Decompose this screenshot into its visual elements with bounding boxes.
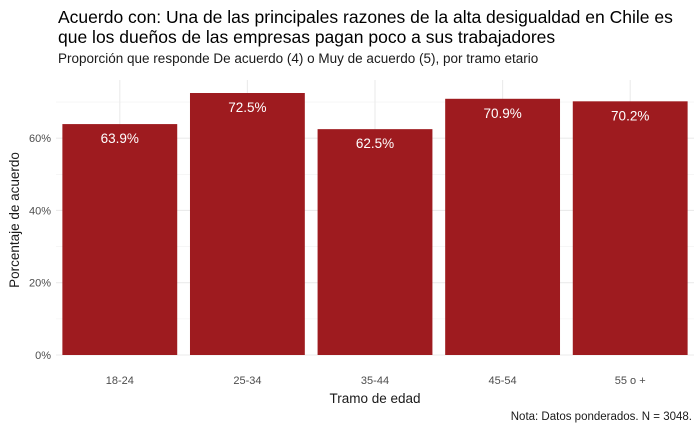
bar-55 o +	[572, 101, 688, 355]
x-tick-label: 35-44	[361, 375, 389, 387]
bar-value-label: 70.2%	[611, 108, 649, 123]
x-tick-label: 55 o +	[615, 375, 646, 387]
x-axis-ticks: 18-24 25-34 35-44 45-54 55 o +	[106, 375, 646, 387]
bar-45-54	[445, 98, 561, 355]
bars	[62, 93, 688, 355]
chart-subtitle: Proporción que responde De acuerdo (4) o…	[58, 51, 539, 66]
x-tick-label: 45-54	[489, 375, 517, 387]
x-tick-label: 25-34	[233, 375, 261, 387]
bar-35-44	[317, 129, 433, 355]
bar-18-24	[62, 124, 178, 355]
bar-25-34	[189, 93, 305, 355]
chart-caption: Nota: Datos ponderados. N = 3048.	[510, 411, 692, 423]
bar-value-label: 62.5%	[356, 136, 394, 151]
y-tick-label: 60%	[29, 133, 51, 145]
bar-value-label: 70.9%	[483, 106, 521, 121]
y-tick-label: 40%	[29, 205, 51, 217]
y-tick-label: 20%	[29, 278, 51, 290]
bar-value-label: 63.9%	[101, 131, 139, 146]
bar-value-label: 72.5%	[228, 100, 266, 115]
bar-labels: 63.9% 72.5% 62.5% 70.9% 70.2%	[101, 100, 650, 151]
x-axis-title: Tramo de edad	[329, 391, 420, 406]
y-axis-title: Porcentaje de acuerdo	[7, 152, 22, 288]
chart-title: Acuerdo con: Una de las principales razo…	[58, 7, 673, 47]
y-axis-ticks: 0% 20% 40% 60%	[29, 133, 51, 362]
y-tick-label: 0%	[35, 350, 51, 362]
x-tick-label: 18-24	[106, 375, 134, 387]
